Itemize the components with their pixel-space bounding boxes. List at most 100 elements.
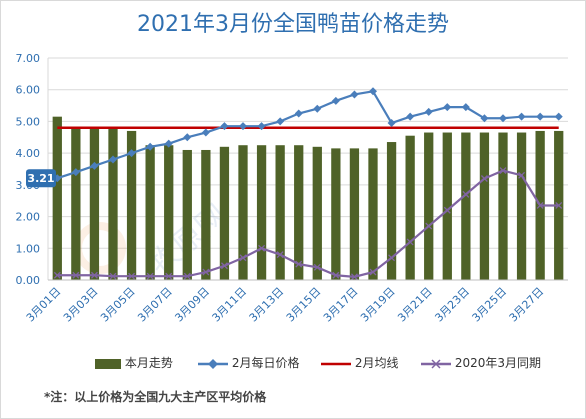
x-tick-label: 3月05日 bbox=[98, 285, 138, 325]
data-point bbox=[424, 107, 433, 116]
bar bbox=[516, 132, 527, 280]
legend-item-feb-avg: 2月均线 bbox=[321, 354, 398, 371]
data-point bbox=[72, 271, 80, 279]
bar bbox=[294, 145, 304, 280]
legend-label: 2月每日价格 bbox=[231, 356, 300, 370]
x-tick-label: 3月07日 bbox=[135, 285, 175, 325]
bar bbox=[312, 146, 322, 280]
data-point bbox=[554, 112, 563, 121]
y-tick-label: 2.00 bbox=[16, 211, 41, 224]
series-line bbox=[56, 90, 559, 180]
data-point bbox=[201, 128, 210, 137]
data-point bbox=[109, 155, 117, 164]
y-tick-label: 5.00 bbox=[16, 115, 41, 128]
data-point bbox=[425, 222, 433, 230]
x-tick-label: 3月09日 bbox=[172, 285, 212, 325]
bar bbox=[424, 132, 434, 280]
y-tick-label: 1.00 bbox=[16, 242, 41, 255]
legend-swatch-bar bbox=[95, 358, 121, 369]
bar bbox=[368, 148, 378, 280]
data-point bbox=[536, 112, 545, 121]
x-tick-label: 3月19日 bbox=[358, 285, 398, 325]
data-point bbox=[406, 238, 414, 246]
data-point bbox=[220, 262, 228, 270]
bar bbox=[275, 145, 285, 280]
data-point bbox=[350, 90, 359, 99]
data-point bbox=[294, 109, 303, 118]
legend-swatch-x-line bbox=[421, 358, 451, 369]
data-point bbox=[388, 254, 396, 262]
x-tick-label: 3月01日 bbox=[24, 285, 64, 325]
series-line bbox=[57, 169, 559, 278]
data-point bbox=[480, 114, 489, 123]
bar bbox=[349, 148, 360, 280]
x-tick-label: 3月27日 bbox=[507, 285, 547, 325]
bar bbox=[71, 127, 81, 281]
bar bbox=[479, 132, 490, 280]
data-point bbox=[462, 190, 470, 198]
bar bbox=[405, 135, 415, 280]
callout-label: 3.21 bbox=[27, 172, 54, 185]
data-point bbox=[239, 254, 247, 262]
x-tick-label: 3月15日 bbox=[284, 285, 324, 325]
data-point bbox=[406, 112, 415, 121]
legend-item-bar: 本月走势 bbox=[95, 354, 173, 371]
data-point bbox=[518, 171, 526, 179]
data-point bbox=[220, 122, 229, 131]
bar bbox=[164, 145, 174, 280]
data-point bbox=[480, 175, 488, 182]
data-point bbox=[276, 117, 285, 126]
data-point bbox=[146, 142, 155, 151]
data-point bbox=[461, 103, 470, 112]
x-tick-label: 3月11日 bbox=[210, 285, 250, 325]
callout-box bbox=[26, 169, 56, 188]
data-point bbox=[295, 260, 303, 268]
legend-label: 本月走势 bbox=[124, 356, 173, 370]
data-point bbox=[369, 87, 377, 96]
bar bbox=[238, 145, 248, 280]
y-tick-label: 0.00 bbox=[16, 274, 41, 287]
chart-title: 2021年3月份全国鸭苗价格走势 bbox=[137, 12, 449, 37]
bar-series bbox=[52, 116, 564, 281]
data-point bbox=[499, 114, 507, 123]
data-point bbox=[165, 272, 173, 280]
data-point bbox=[202, 268, 210, 276]
bar bbox=[256, 145, 267, 280]
x-tick-label: 3月25日 bbox=[470, 285, 510, 325]
data-point bbox=[71, 168, 80, 177]
bar bbox=[386, 142, 397, 280]
line-series bbox=[53, 87, 563, 281]
data-point bbox=[313, 104, 322, 113]
x-tick-label: 3月13日 bbox=[247, 285, 287, 325]
bar bbox=[52, 116, 62, 281]
data-point bbox=[90, 161, 99, 170]
data-point bbox=[239, 122, 247, 131]
legend-item-2020: 2020年3月同期 bbox=[421, 354, 541, 371]
data-point bbox=[90, 271, 98, 279]
data-point bbox=[555, 202, 563, 209]
data-point bbox=[443, 103, 452, 112]
bar bbox=[145, 145, 155, 280]
data-point bbox=[276, 251, 284, 259]
data-point bbox=[183, 272, 191, 280]
data-point bbox=[499, 167, 507, 175]
x-tick-label: 3月17日 bbox=[321, 285, 361, 325]
data-point bbox=[350, 273, 358, 281]
legend-label: 2020年3月同期 bbox=[454, 356, 542, 370]
x-axis: 3月01日3月03日3月05日3月07日3月09日3月11日3月13日3月15日… bbox=[24, 279, 568, 325]
legend-swatch-red-line bbox=[321, 362, 351, 365]
bar bbox=[89, 127, 100, 281]
data-point bbox=[257, 122, 266, 131]
legend-swatch-diamond-line bbox=[198, 358, 228, 369]
y-tick-label: 4.00 bbox=[16, 147, 41, 160]
footnote: *注：以上价格为全国九大主产区平均价格 bbox=[44, 390, 267, 404]
data-point bbox=[332, 271, 340, 279]
grid-lines bbox=[47, 57, 568, 281]
data-point bbox=[331, 96, 340, 105]
bar bbox=[331, 148, 341, 280]
bar bbox=[126, 130, 137, 280]
data-point bbox=[53, 271, 61, 279]
data-point bbox=[536, 202, 544, 209]
bar bbox=[182, 149, 192, 280]
